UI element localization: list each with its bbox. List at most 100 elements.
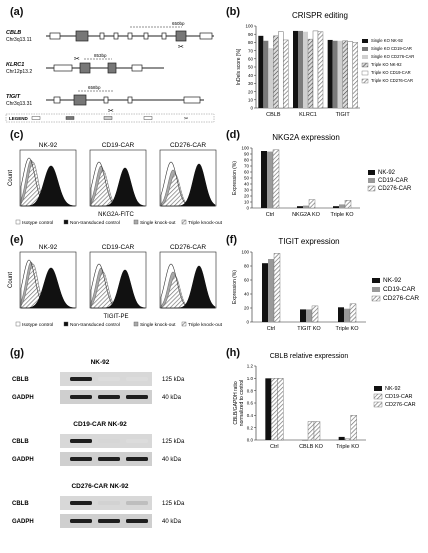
x-tick-label: Ctrl bbox=[270, 444, 279, 450]
y-tick-label: 100 bbox=[241, 250, 249, 255]
y-axis-label: Count bbox=[8, 272, 14, 288]
legend-swatch bbox=[374, 386, 382, 391]
bar bbox=[297, 206, 303, 208]
bar bbox=[343, 41, 348, 108]
y-tick-label: 40 bbox=[248, 73, 254, 78]
y-tick-label: 1.0 bbox=[247, 376, 254, 381]
gene-dist-0: 650bp bbox=[172, 21, 185, 26]
bar bbox=[338, 307, 344, 322]
gene-name-1: KLRC1 bbox=[6, 62, 24, 68]
bar bbox=[309, 200, 315, 208]
blot-band bbox=[98, 519, 120, 523]
bar bbox=[350, 304, 356, 322]
flow-plot-title: NK-92 bbox=[39, 244, 58, 251]
exon bbox=[144, 33, 148, 39]
bar bbox=[333, 41, 338, 108]
blot-kda-label: 125 kDa bbox=[162, 377, 185, 383]
x-tick-label: TIGIT KO bbox=[297, 326, 321, 332]
legend-label: Triple KO NK-92 bbox=[371, 62, 402, 67]
blot-band bbox=[126, 457, 148, 461]
x-tick-label: TIGIT bbox=[336, 112, 351, 118]
legend-swatch bbox=[32, 117, 40, 120]
x-tick-label: KLRC1 bbox=[299, 112, 317, 118]
blot-band bbox=[126, 439, 148, 443]
exon bbox=[176, 31, 186, 41]
blot-row-label: GADPH bbox=[12, 457, 34, 463]
blot-kda-label: 125 kDa bbox=[162, 501, 185, 507]
blot-kda-label: 125 kDa bbox=[162, 439, 185, 445]
x-tick-label: Triple KO bbox=[336, 444, 360, 450]
x-tick-label: Ctrl bbox=[266, 212, 275, 218]
bar bbox=[263, 41, 268, 108]
y-tick-label: 60 bbox=[244, 278, 250, 283]
flow-legend-label: Triple knock-out bbox=[188, 220, 222, 226]
flow-plot-title: CD19-CAR bbox=[102, 244, 135, 251]
bar bbox=[267, 152, 273, 208]
blot-kda-label: 40 kDa bbox=[162, 395, 182, 401]
panel-label-a: (a) bbox=[10, 6, 23, 18]
blot-band bbox=[126, 395, 148, 399]
gene-map-panel: CBLB Chr3q13.11 650bp ✂ KLRC1 Chr12p13.2… bbox=[4, 18, 218, 124]
flow-legend-label: Isotype control bbox=[22, 322, 53, 328]
y-axis-label: Expression (%) bbox=[232, 161, 238, 195]
y-tick-label: 20 bbox=[244, 306, 250, 311]
scissors-icon: ✂ bbox=[184, 116, 188, 122]
gene-dist-2: 658bp bbox=[88, 85, 101, 90]
bar bbox=[339, 437, 345, 440]
blot-title: CD276-CAR NK-92 bbox=[71, 483, 128, 490]
exon bbox=[162, 33, 166, 39]
blot-band bbox=[98, 395, 120, 399]
y-tick-label: 0.0 bbox=[247, 438, 254, 443]
bar bbox=[345, 200, 351, 208]
y-axis-label: CBLB/GAPDH rationormalized to control bbox=[233, 380, 245, 426]
gene-chr-1: Chr12p13.2 bbox=[6, 69, 32, 75]
legend-swatch bbox=[372, 296, 380, 301]
x-axis-label: NKG2A-FITC bbox=[98, 212, 134, 218]
legend-swatch bbox=[368, 178, 375, 183]
bar bbox=[344, 309, 350, 322]
y-tick-label: 30 bbox=[248, 81, 254, 86]
exon bbox=[132, 65, 142, 71]
gene-map-svg: CBLB Chr3q13.11 650bp ✂ KLRC1 Chr12p13.2… bbox=[4, 18, 218, 124]
flow-legend-swatch bbox=[64, 322, 68, 326]
bar bbox=[333, 206, 339, 208]
gene-chr-0: Chr3q13.11 bbox=[6, 37, 32, 43]
legend-swatch bbox=[372, 278, 380, 283]
y-tick-label: 10 bbox=[248, 98, 254, 103]
flow-plot-title: CD276-CAR bbox=[170, 142, 206, 149]
bar bbox=[303, 206, 309, 208]
chart-title: CBLB relative expression bbox=[270, 353, 349, 360]
legend-label: CD276-CAR bbox=[385, 402, 416, 408]
x-tick-label: CBLB KO bbox=[299, 444, 324, 450]
chart-h: CBLB relative expression CBLB/GAPDH ratio… bbox=[222, 350, 426, 456]
exon bbox=[108, 63, 116, 73]
y-tick-label: 50 bbox=[244, 176, 250, 181]
flow-legend-label: Single knock-out bbox=[140, 322, 176, 328]
bar bbox=[298, 31, 303, 108]
flow-legend-swatch bbox=[134, 220, 138, 224]
y-tick-label: 20 bbox=[244, 194, 250, 199]
blot-row-label: CBLB bbox=[12, 439, 29, 445]
y-axis-label: Expression (%) bbox=[232, 270, 238, 304]
flow-legend-label: Single knock-out bbox=[140, 220, 176, 226]
blot-band bbox=[70, 457, 92, 461]
y-tick-label: 80 bbox=[244, 264, 250, 269]
y-tick-label: 1.2 bbox=[247, 364, 254, 369]
y-tick-label: 0 bbox=[246, 206, 249, 211]
exon bbox=[100, 33, 104, 39]
legend-swatch bbox=[362, 63, 368, 67]
bar bbox=[277, 378, 283, 440]
exon bbox=[50, 33, 60, 39]
y-tick-label: 0 bbox=[246, 320, 249, 325]
legend-swatch bbox=[104, 117, 112, 120]
